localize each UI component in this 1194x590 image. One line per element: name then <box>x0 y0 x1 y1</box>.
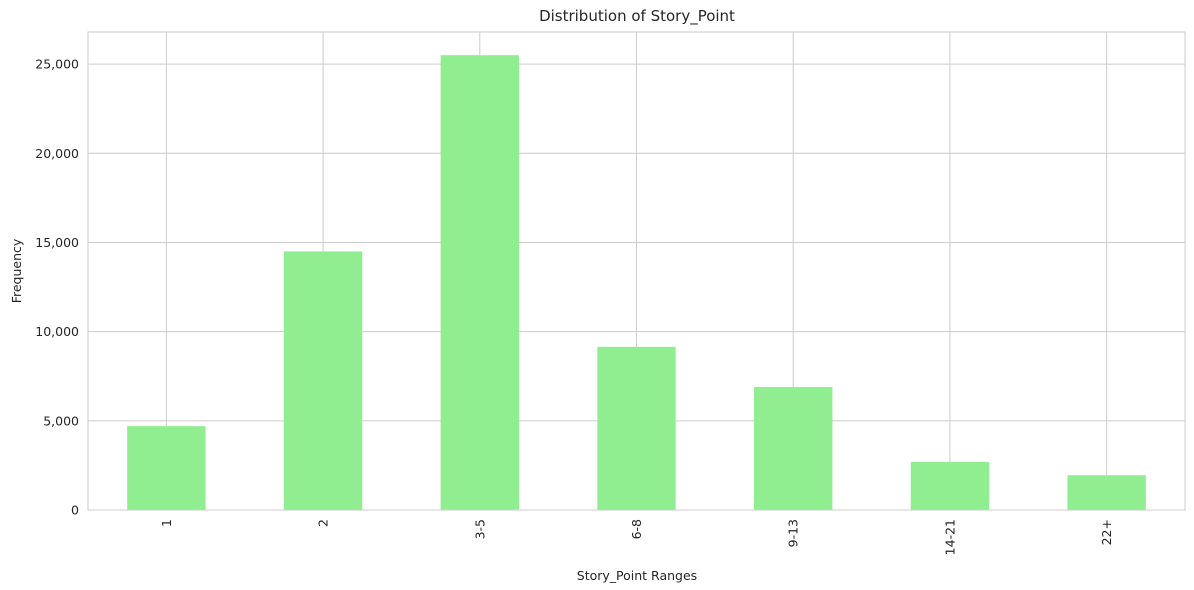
y-tick-label: 5,000 <box>43 413 79 428</box>
bar-9-13 <box>754 386 833 510</box>
plot-frame <box>87 31 1186 511</box>
bar-14-21 <box>910 461 990 510</box>
y-axis-label: Frequency <box>9 238 24 303</box>
bar-3-5 <box>440 55 519 511</box>
x-axis-ticks: 1 2 3-5 6-8 9-13 14-21 22+ <box>159 519 1114 555</box>
y-tick-label: 15,000 <box>35 235 79 250</box>
bar-22+ <box>1067 475 1146 510</box>
x-tick-label: 3-5 <box>472 519 487 539</box>
grid <box>88 32 1185 511</box>
bar-2 <box>283 251 363 510</box>
y-tick-label: 25,000 <box>35 57 79 72</box>
y-tick-label: 10,000 <box>35 324 79 339</box>
chart-title: Distribution of Story_Point <box>539 7 735 26</box>
x-tick-label: 2 <box>316 519 331 527</box>
y-axis-ticks: 0 5,000 10,000 15,000 20,000 25,000 <box>35 57 79 518</box>
y-tick-label: 0 <box>71 503 79 518</box>
x-tick-label: 22+ <box>1099 519 1114 545</box>
y-tick-label: 20,000 <box>35 146 79 161</box>
bars <box>127 55 1146 511</box>
x-tick-label: 1 <box>159 519 174 527</box>
bar-1 <box>127 426 206 510</box>
x-tick-label: 14-21 <box>942 519 957 555</box>
x-tick-label: 9-13 <box>786 519 801 547</box>
bar-6-8 <box>597 346 676 510</box>
x-axis-label: Story_Point Ranges <box>577 568 697 583</box>
x-tick-label: 6-8 <box>629 519 644 539</box>
